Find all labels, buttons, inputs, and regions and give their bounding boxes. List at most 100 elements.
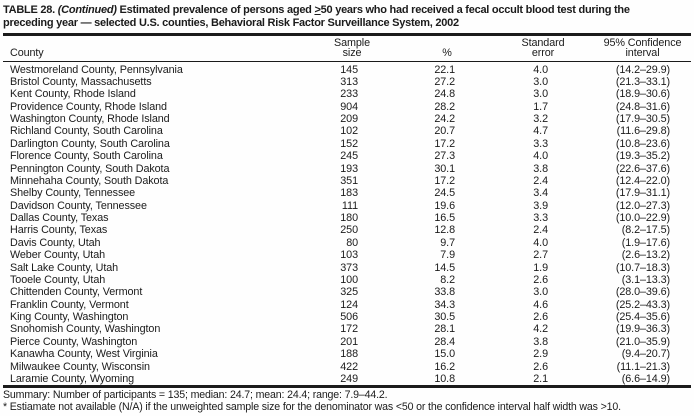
table-row: Minnehaha County, South Dakota 351 17.2 … (3, 175, 691, 187)
table-title-line1: TABLE 28. (Continued) Estimated prevalen… (3, 4, 691, 17)
cell-confidence-interval: (10.8–23.6) (615, 137, 670, 150)
cell-standard-error: 4.7 (533, 125, 548, 138)
cell-county: King County, Washington (10, 311, 129, 323)
col-header-se-line1: Standard (521, 36, 565, 49)
prevalence-table: County Sample size % Standard error 95% … (3, 35, 691, 386)
cell-sample-size: 233 (340, 88, 358, 101)
cell-standard-error: 2.6 (533, 311, 548, 323)
cell-county: Laramie County, Wyoming (10, 372, 135, 385)
cell-standard-error: 2.4 (533, 224, 548, 237)
cell-confidence-interval: (21.3–33.1) (615, 75, 670, 88)
cell-percent: 28.1 (434, 323, 455, 336)
cell-sample-size: 506 (340, 311, 358, 323)
title-continued: (Continued) (57, 4, 117, 16)
cell-county: Snohomish County, Washington (10, 323, 161, 336)
cell-confidence-interval: (25.2–43.3) (615, 298, 670, 311)
cell-percent: 20.7 (434, 125, 455, 138)
cell-county: Chittenden County, Vermont (10, 286, 143, 299)
cell-county: Weber County, Utah (10, 249, 106, 262)
table-row: Darlington County, South Carolina 152 17… (3, 138, 691, 150)
cell-standard-error: 3.8 (533, 335, 548, 348)
cell-percent: 10.8 (434, 372, 455, 385)
cell-standard-error: 3.8 (533, 162, 548, 175)
cell-county: Westmoreland County, Pennsylvania (10, 63, 183, 76)
cell-sample-size: 422 (340, 360, 358, 373)
table-row: Davidson County, Tennessee 111 19.6 3.9 … (3, 200, 691, 212)
table-row: Dallas County, Texas 180 16.5 3.3 (10.0–… (3, 212, 691, 224)
cell-confidence-interval: (8.2–17.5) (621, 224, 670, 237)
cell-sample-size: 904 (340, 100, 358, 113)
cell-percent: 8.2 (440, 273, 455, 286)
cell-confidence-interval: (24.8–31.6) (615, 100, 670, 113)
cell-percent: 12.8 (434, 224, 455, 237)
cell-percent: 16.2 (434, 360, 455, 373)
title-divider-rule (3, 33, 691, 36)
table-row: Tooele County, Utah 100 8.2 2.6 (3.1–13.… (3, 274, 691, 286)
cell-sample-size: 201 (340, 335, 358, 348)
header-row: County Sample size % Standard error 95% … (3, 35, 691, 62)
table-bottom-rule (3, 385, 691, 389)
cell-county: Minnehaha County, South Dakota (10, 174, 169, 187)
table-row: Florence County, South Carolina 245 27.3… (3, 150, 691, 162)
cell-confidence-interval: (14.2–29.9) (615, 63, 670, 76)
cell-county: Salt Lake County, Utah (10, 261, 119, 274)
cell-sample-size: 80 (346, 236, 358, 249)
cell-county: Harris County, Texas (10, 224, 108, 237)
table-row: Pennington County, South Dakota 193 30.1… (3, 163, 691, 175)
cell-confidence-interval: (19.3–35.2) (615, 150, 670, 163)
cell-percent: 30.5 (434, 311, 455, 323)
cell-percent: 33.8 (434, 286, 455, 299)
table-row: Richland County, South Carolina 102 20.7… (3, 125, 691, 137)
col-header-se-line2: error (531, 47, 555, 59)
cell-confidence-interval: (19.9–36.3) (615, 323, 670, 336)
geq-symbol: > (314, 4, 321, 16)
cell-county: Bristol County, Massachusetts (10, 75, 152, 88)
cell-standard-error: 4.6 (533, 298, 548, 311)
cell-standard-error: 3.3 (533, 137, 548, 150)
cell-confidence-interval: (2.6–13.2) (621, 249, 670, 262)
cell-percent: 24.5 (434, 187, 455, 200)
cell-county: Davis County, Utah (10, 236, 101, 249)
table-row: Providence County, Rhode Island 904 28.2… (3, 101, 691, 113)
cell-confidence-interval: (6.6–14.9) (621, 372, 670, 385)
cell-confidence-interval: (1.9–17.6) (621, 236, 670, 249)
cell-county: Pennington County, South Dakota (10, 162, 170, 175)
table-row: Bristol County, Massachusetts 313 27.2 3… (3, 76, 691, 88)
cell-percent: 27.3 (434, 150, 455, 163)
cell-sample-size: 102 (340, 125, 358, 138)
cell-percent: 16.5 (434, 212, 455, 224)
cell-sample-size: 103 (340, 249, 358, 262)
col-header-county: County (3, 35, 302, 62)
cell-sample-size: 124 (340, 298, 358, 311)
table-row: Westmoreland County, Pennsylvania 145 22… (3, 61, 691, 76)
cell-sample-size: 145 (340, 63, 358, 76)
cell-standard-error: 1.9 (533, 261, 548, 274)
table-row: Kanawha County, West Virginia 188 15.0 2… (3, 348, 691, 360)
table-row: Milwaukee County, Wisconsin 422 16.2 2.6… (3, 361, 691, 373)
cell-percent: 7.9 (440, 249, 455, 262)
cell-percent: 28.2 (434, 100, 455, 113)
cell-sample-size: 313 (340, 75, 358, 88)
cell-sample-size: 373 (340, 261, 358, 274)
col-header-percent: % (402, 35, 492, 62)
cell-percent: 27.2 (434, 75, 455, 88)
cell-confidence-interval: (11.1–21.3) (616, 360, 670, 373)
cell-sample-size: 249 (340, 372, 358, 385)
cell-standard-error: 2.6 (533, 273, 548, 286)
cell-confidence-interval: (17.9–30.5) (615, 113, 670, 125)
cell-county: Kanawha County, West Virginia (10, 348, 158, 361)
cell-percent: 9.7 (440, 236, 455, 249)
cell-standard-error: 3.3 (533, 212, 548, 224)
cell-percent: 17.2 (434, 137, 455, 150)
cell-county: Washington County, Rhode Island (10, 113, 170, 125)
table-number: TABLE 28. (3, 4, 58, 16)
cell-standard-error: 4.0 (533, 150, 548, 163)
cell-county: Kent County, Rhode Island (10, 88, 136, 101)
cell-confidence-interval: (21.0–35.9) (615, 335, 670, 348)
cell-sample-size: 100 (340, 273, 358, 286)
col-header-standard-error: Standard error (492, 35, 594, 62)
table-row: Franklin County, Vermont 124 34.3 4.6 (2… (3, 299, 691, 311)
table-row: Shelby County, Tennessee 183 24.5 3.4 (1… (3, 187, 691, 199)
table-row: Washington County, Rhode Island 209 24.2… (3, 113, 691, 125)
